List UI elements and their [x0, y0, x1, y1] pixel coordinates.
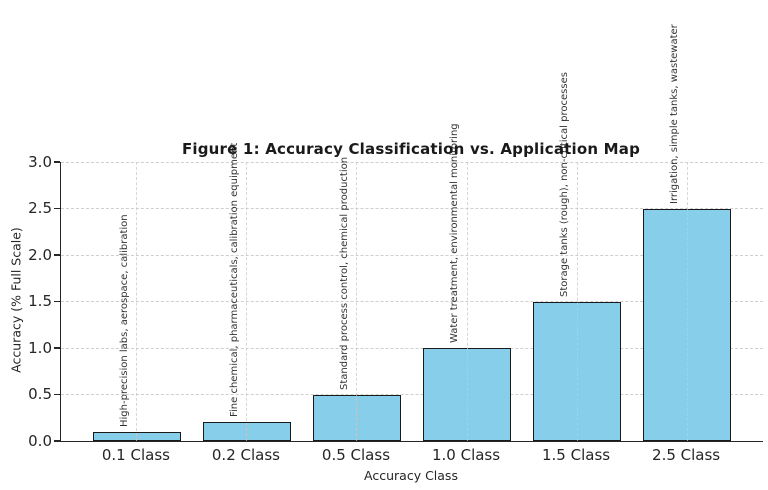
bar-annotation: High-precision labs, aerospace, calibrat…: [118, 214, 130, 427]
gridline-horizontal: [61, 208, 763, 209]
x-axis-label: Accuracy Class: [364, 468, 458, 483]
plot-area: High-precision labs, aerospace, calibrat…: [60, 24, 763, 442]
y-tick-mark: [54, 440, 60, 442]
gridline-horizontal: [61, 161, 763, 163]
y-tick-mark: [54, 347, 60, 349]
y-tick-mark: [54, 207, 60, 210]
gridline-vertical: [246, 162, 248, 441]
y-tick-mark: [54, 300, 60, 303]
bar-annotation: Standard process control, chemical produ…: [338, 156, 350, 390]
gridline-horizontal: [61, 301, 763, 302]
gridline-vertical: [576, 162, 578, 441]
gridline-horizontal: [61, 254, 763, 256]
y-tick-label: 1.0: [28, 338, 52, 357]
gridline-vertical: [356, 162, 358, 441]
y-tick-label: 0.5: [28, 385, 52, 403]
x-tick-label: 1.5 Class: [542, 446, 611, 464]
y-tick-mark: [54, 393, 60, 396]
x-tick-label: 1.0 Class: [431, 446, 501, 464]
y-tick-mark: [54, 161, 60, 163]
y-tick-label: 1.5: [28, 292, 52, 310]
gridline-horizontal: [61, 394, 763, 395]
x-tick-label: 0.2 Class: [211, 446, 280, 464]
bar-annotation: Irrigation, simple tanks, wastewater: [669, 23, 681, 204]
x-tick-label: 0.1 Class: [101, 446, 170, 464]
y-tick-label: 2.5: [28, 199, 52, 217]
y-tick-label: 3.0: [28, 152, 52, 171]
y-tick-label: 0.0: [28, 431, 52, 450]
gridline-vertical: [466, 162, 468, 441]
gridline-vertical: [136, 162, 138, 441]
y-tick-mark: [54, 254, 60, 256]
x-tick-label: 2.5 Class: [652, 446, 721, 464]
gridline-vertical: [686, 162, 688, 441]
y-tick-label: 2.0: [28, 245, 52, 264]
bar-annotation: Storage tanks (rough), non-critical proc…: [559, 71, 571, 297]
gridline-horizontal: [61, 347, 763, 349]
bar-annotation: Fine chemical, pharmaceuticals, calibrat…: [228, 143, 240, 418]
chart-title: Figure 1: Accuracy Classification vs. Ap…: [181, 140, 641, 158]
x-tick-label: 0.5 Class: [321, 446, 391, 464]
